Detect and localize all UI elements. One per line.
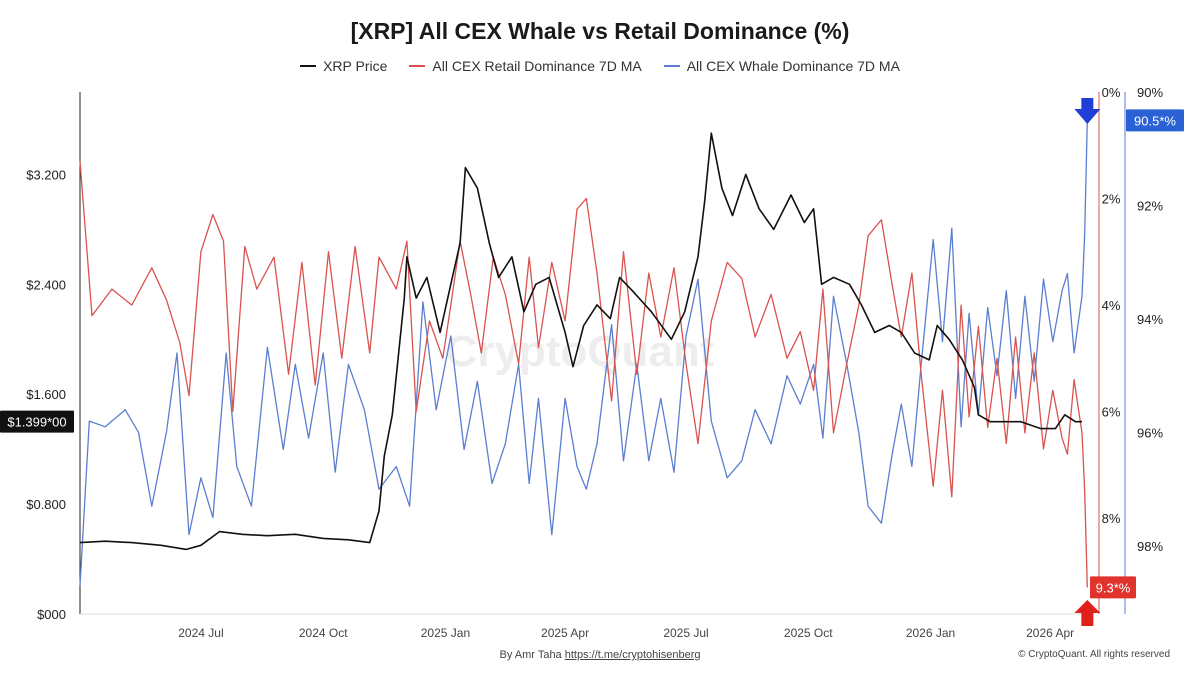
legend-item-price[interactable]: XRP Price [300, 58, 387, 74]
x-tick-label: 2024 Jul [178, 626, 223, 640]
price-tick-label: $0.800 [26, 497, 66, 512]
legend-label-price: XRP Price [323, 58, 388, 74]
legend-label-retail: All CEX Retail Dominance 7D MA [432, 58, 642, 74]
retail-tick-label: 4% [1102, 298, 1121, 313]
x-tick-label: 2025 Jul [663, 626, 708, 640]
price-current-badge [0, 410, 74, 433]
x-tick-label: 2024 Oct [299, 626, 348, 640]
whale-down-arrow-icon [1074, 98, 1101, 124]
retail-up-arrow-icon [1074, 600, 1101, 626]
x-tick-label: 2026 Apr [1026, 626, 1074, 640]
footer-credit: By Amr Taha https://t.me/cryptohisenberg [0, 649, 1200, 661]
chart-title: [XRP] All CEX Whale vs Retail Dominance … [350, 18, 850, 44]
footer-copyright: © CryptoQuant. All rights reserved [1018, 649, 1170, 660]
price-tick-label: $1.600 [26, 387, 66, 402]
retail-tick-label: 8% [1102, 511, 1121, 526]
x-tick-label: 2025 Apr [541, 626, 589, 640]
legend-item-retail[interactable]: All CEX Retail Dominance 7D MA [409, 58, 642, 74]
retail-tick-label: 6% [1102, 405, 1121, 420]
whale-current-badge [1126, 109, 1184, 132]
footer-link[interactable]: https://t.me/cryptohisenberg [564, 649, 701, 661]
whale-tick-label: 90% [1137, 85, 1163, 100]
chart-legend: XRP Price All CEX Retail Dominance 7D MA… [0, 58, 1200, 74]
legend-label-whale: All CEX Whale Dominance 7D MA [686, 58, 900, 74]
x-tick-label: 2026 Jan [906, 626, 955, 640]
watermark: CryptoQuant [446, 327, 715, 376]
price-tick-label: $000 [37, 607, 66, 622]
price-tick-label: $2.400 [26, 277, 66, 292]
price-series-line [79, 132, 1082, 551]
x-tick-label: 2025 Oct [784, 626, 833, 640]
legend-item-whale[interactable]: All CEX Whale Dominance 7D MA [663, 58, 900, 74]
retail-series-line [79, 161, 1088, 588]
retail-tick-label: 2% [1102, 192, 1121, 207]
whale-tick-label: 92% [1137, 198, 1163, 213]
price-tick-label: $3.200 [26, 167, 66, 182]
retail-current-label: 9.3*% [1096, 580, 1131, 595]
whale-tick-label: 96% [1137, 425, 1163, 440]
whale-current-label: 90.5*% [1134, 113, 1176, 128]
legend-swatch-whale [663, 65, 680, 67]
legend-swatch-retail [409, 65, 426, 67]
whale-tick-label: 98% [1137, 539, 1163, 554]
whale-tick-label: 94% [1137, 312, 1163, 327]
x-tick-label: 2025 Jan [421, 626, 470, 640]
price-current-label: $1.399*00 [7, 415, 66, 430]
whale-series-line [79, 120, 1088, 586]
retail-current-badge [1090, 576, 1136, 599]
footer-author: By Amr Taha [499, 649, 562, 661]
legend-swatch-price [300, 65, 317, 67]
retail-tick-label: 0% [1102, 85, 1121, 100]
